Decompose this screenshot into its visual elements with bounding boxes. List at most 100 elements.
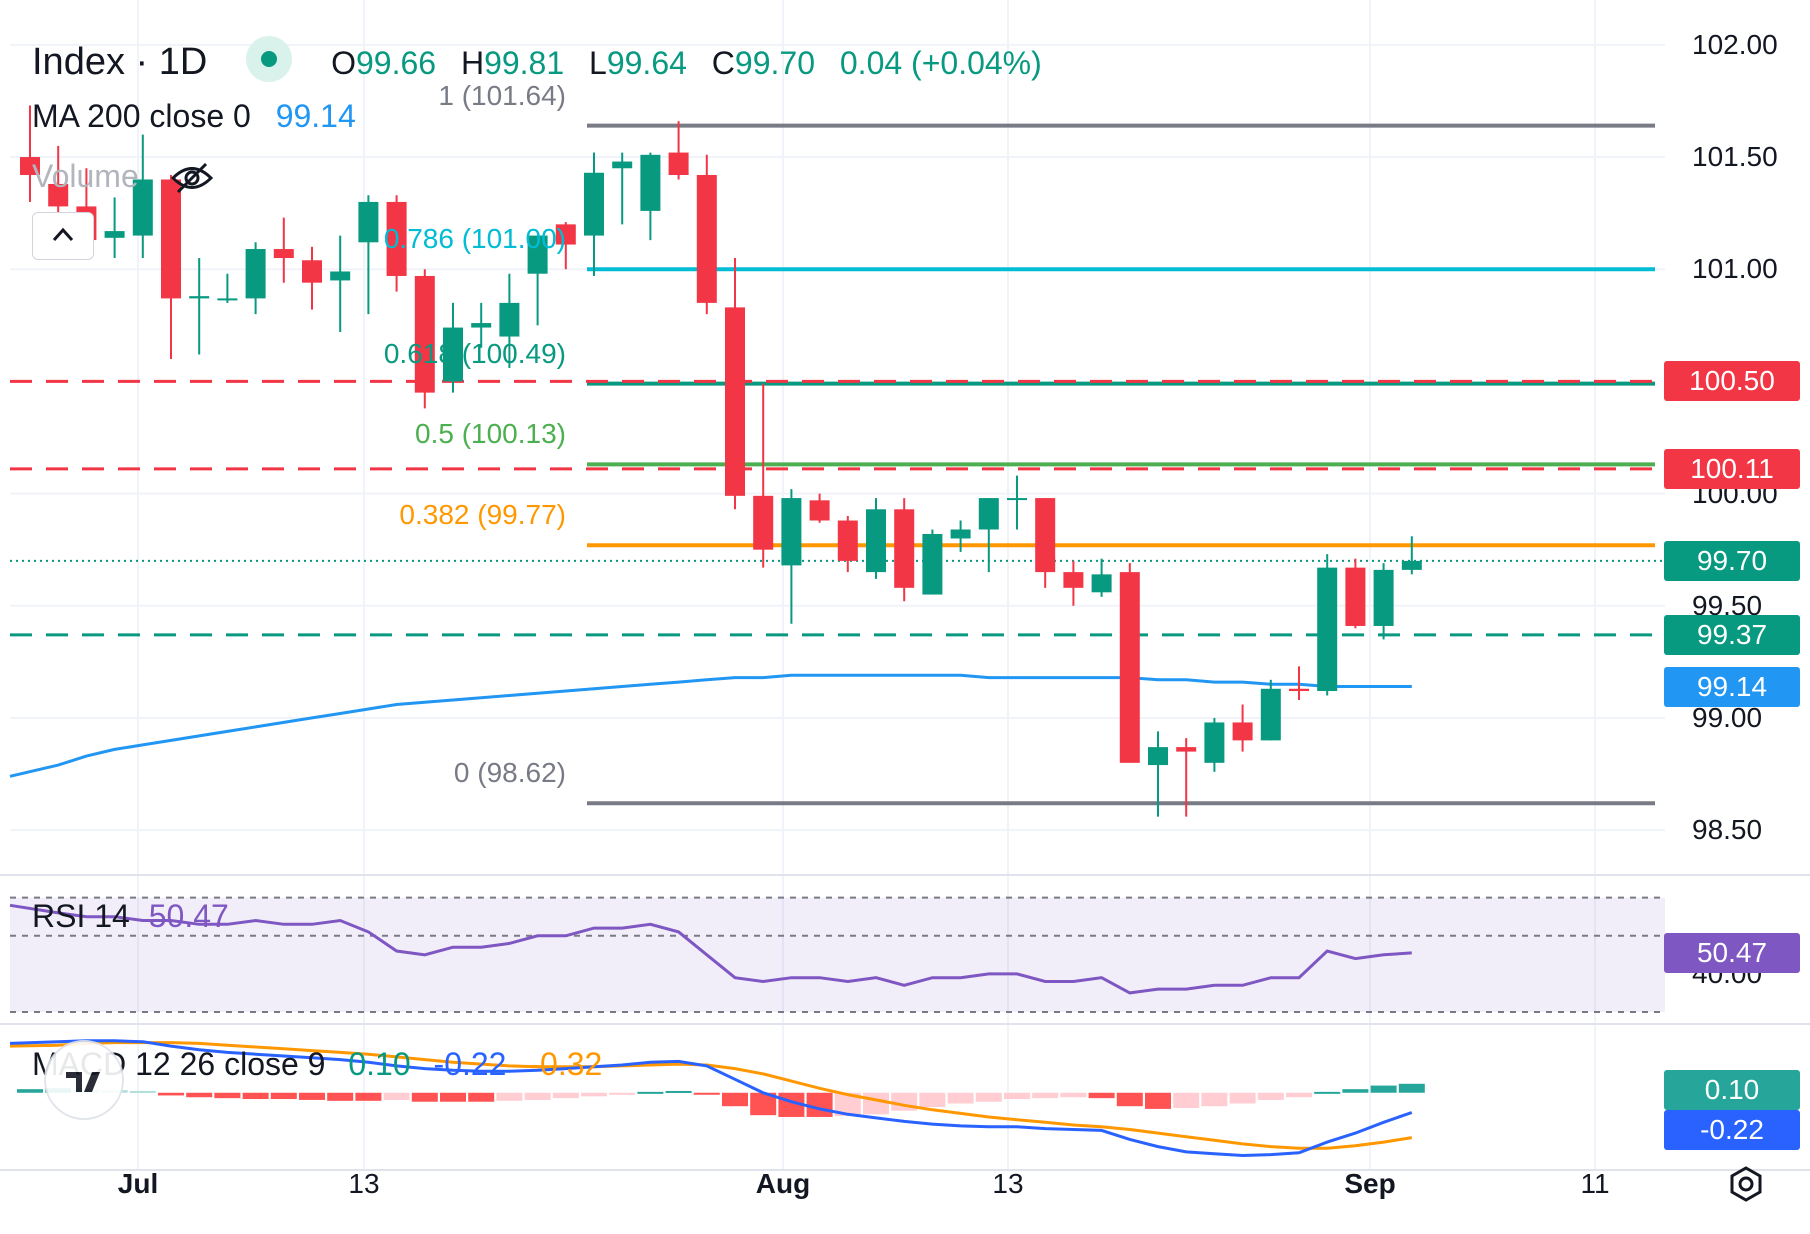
rsi-legend[interactable]: RSI 14 50.47	[32, 898, 229, 935]
candle-body	[837, 520, 858, 561]
macd-histogram-bar	[1032, 1092, 1059, 1099]
macd-histogram-bar	[722, 1092, 748, 1107]
candle-body	[1035, 498, 1056, 573]
price-axis-tick: 101.50	[1692, 141, 1778, 173]
collapse-legend-button[interactable]	[32, 212, 94, 260]
price-tag: 99.70	[1664, 540, 1800, 581]
candle-body	[725, 307, 745, 496]
symbol-legend[interactable]: Index · 1D O99.66 H99.81 L99.64 C99.70 0…	[32, 36, 1042, 84]
candle-body	[894, 509, 915, 588]
candle-body	[1289, 688, 1309, 692]
high-label: H	[460, 45, 485, 81]
eye-off-icon[interactable]	[170, 161, 214, 203]
time-axis-tick: 13	[992, 1168, 1024, 1199]
macd-legend[interactable]: MACD 12 26 close 9 0.10 -0.22 -0.32	[32, 1046, 602, 1083]
candle-body	[1232, 722, 1253, 741]
macd-histogram-bar	[863, 1092, 889, 1115]
candle-body	[640, 154, 661, 211]
candle-body	[499, 302, 520, 337]
price-level-tag: 100.50	[1664, 361, 1800, 402]
candle-body	[1373, 569, 1394, 626]
macd-legend-macd: 0.10	[348, 1046, 411, 1082]
macd-histogram-bar	[1342, 1089, 1369, 1093]
candle-body	[1063, 572, 1084, 588]
ma-legend[interactable]: MA 200 close 0 99.14	[32, 98, 356, 135]
macd-histogram-bar	[327, 1092, 354, 1101]
price-tag: 99.14	[1664, 666, 1800, 707]
candle-body	[1317, 567, 1338, 692]
candle-body	[1091, 574, 1112, 593]
macd-histogram-bar	[214, 1092, 241, 1099]
rsi-value-tag: 50.47	[1664, 932, 1800, 973]
macd-histogram-bar	[496, 1092, 523, 1101]
rsi-line	[9, 903, 1412, 995]
price-axis-tick: 98.50	[1692, 814, 1763, 846]
price-axis-tick: 99.00	[1692, 701, 1763, 733]
candle-body	[1345, 567, 1366, 626]
candle-body	[471, 323, 492, 328]
candle-body	[1260, 688, 1281, 741]
candle-body	[527, 235, 548, 274]
macd-histogram-bar	[1286, 1092, 1312, 1098]
candle-body	[273, 249, 294, 259]
macd-line	[9, 1039, 1413, 1158]
candle-body	[978, 498, 999, 530]
tradingview-logo[interactable]	[44, 1040, 124, 1120]
candle-body	[1007, 498, 1027, 501]
macd-signal-tag: -0.22	[1664, 1110, 1800, 1151]
price-axis-tick: 102.00	[1692, 28, 1778, 60]
candle-body	[922, 533, 943, 595]
macd-histogram-bar	[1173, 1092, 1200, 1108]
time-axis-tick: Sep	[1344, 1168, 1396, 1199]
candle-body	[48, 183, 69, 207]
candle-body	[1176, 747, 1197, 752]
fib-level-label: 0.382 (99.77)	[399, 499, 566, 531]
candle-body	[330, 271, 351, 281]
price-axis-tick: 101.00	[1692, 253, 1778, 285]
chevron-up-icon	[51, 225, 75, 250]
volume-legend[interactable]: Volume	[32, 158, 214, 203]
macd-histogram-bar	[1088, 1092, 1115, 1099]
close-value: 99.70	[734, 45, 815, 81]
price-level-tag: 100.11	[1664, 448, 1800, 489]
candle-body	[1204, 722, 1225, 763]
macd-histogram-bar	[440, 1092, 466, 1102]
market-status-icon	[246, 36, 293, 82]
macd-value-tag: 0.10	[1664, 1070, 1800, 1110]
macd-histogram-bar	[665, 1090, 692, 1093]
gear-icon[interactable]	[1726, 1164, 1766, 1204]
macd-histogram-bar	[975, 1092, 1002, 1102]
time-axis-tick: Aug	[755, 1168, 811, 1199]
macd-histogram-bar	[1398, 1083, 1425, 1093]
candle-body	[753, 495, 774, 550]
low-label: L	[589, 45, 607, 81]
macd-histogram-bar	[355, 1092, 382, 1101]
candle-body	[1119, 572, 1140, 763]
macd-histogram-bar	[1370, 1085, 1397, 1093]
fib-level-label: 0.618 (100.49)	[383, 337, 566, 369]
macd-histogram-bar	[242, 1092, 269, 1100]
price-level-tag: 99.37	[1664, 614, 1800, 655]
macd-histogram-bar	[750, 1092, 777, 1116]
macd-legend-signal: -0.22	[433, 1046, 507, 1082]
candle-body	[161, 179, 181, 299]
fib-level-label: 0 (98.62)	[453, 757, 566, 789]
open-label: O	[331, 45, 356, 81]
rsi-legend-label: RSI 14	[32, 898, 130, 934]
macd-histogram-bar	[383, 1092, 410, 1100]
rsi-legend-value: 50.47	[148, 898, 229, 934]
close-label: C	[711, 45, 735, 81]
macd-histogram-bar	[158, 1092, 184, 1096]
symbol-title: Index · 1D	[32, 41, 208, 83]
candle-body	[358, 201, 379, 243]
macd-histogram-bar	[1004, 1092, 1030, 1100]
macd-histogram-bar	[637, 1091, 664, 1094]
volume-legend-label: Volume	[32, 158, 139, 194]
macd-histogram-bar	[609, 1092, 636, 1095]
macd-histogram-bar	[186, 1092, 213, 1098]
macd-histogram-bar	[581, 1092, 607, 1097]
time-axis-tick: Jul	[117, 1168, 159, 1199]
candle-body	[189, 296, 210, 299]
macd-histogram-bar	[1314, 1091, 1341, 1094]
